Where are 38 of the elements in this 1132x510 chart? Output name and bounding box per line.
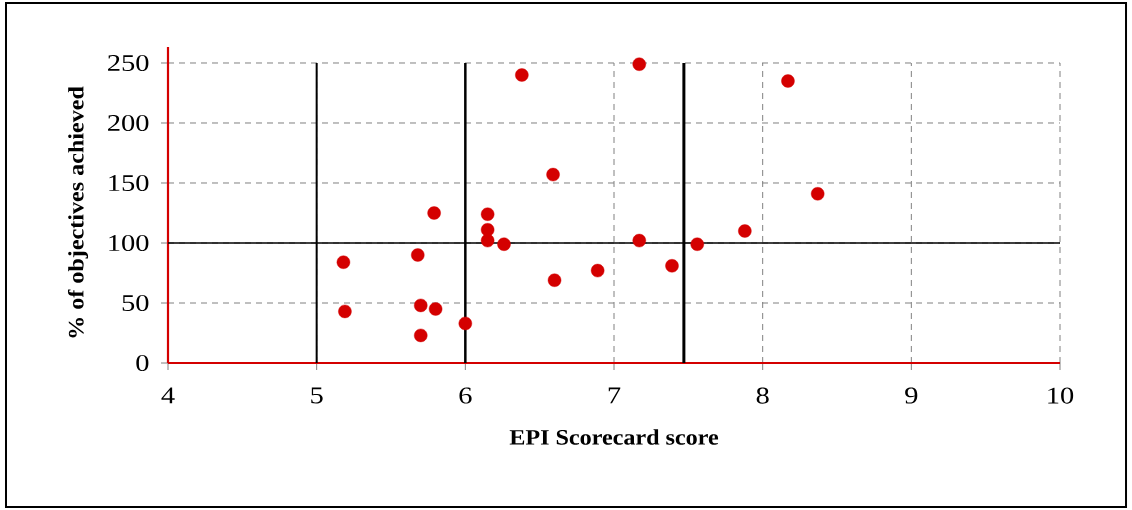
x-tick-label: 9	[905, 387, 918, 404]
point	[411, 248, 425, 262]
y-tick-label: 50	[122, 294, 149, 312]
y-tick-label: 150	[109, 174, 149, 192]
point	[632, 233, 646, 248]
x-tick-label: 8	[756, 387, 769, 404]
y-tick-label: 250	[108, 54, 149, 72]
point	[414, 328, 428, 343]
point	[781, 74, 795, 88]
point	[480, 233, 495, 248]
point	[338, 304, 352, 319]
point	[414, 298, 428, 313]
y-tick-label: 200	[108, 114, 149, 132]
point	[546, 167, 560, 182]
point	[458, 316, 473, 331]
point	[497, 237, 511, 251]
point	[480, 207, 495, 221]
point	[665, 259, 679, 273]
x-tick-label: 4	[161, 387, 175, 404]
point	[632, 57, 646, 71]
x-tick-label: 5	[311, 387, 323, 404]
y-tick-label: 0	[136, 354, 149, 372]
point	[690, 237, 704, 251]
x-tick-label: 6	[459, 387, 472, 404]
x-axis-title: EPI Scorecard score	[509, 429, 719, 445]
point	[336, 255, 351, 269]
point	[427, 206, 441, 220]
point	[810, 187, 825, 201]
point	[738, 224, 752, 238]
point	[515, 68, 529, 82]
x-tick-label: 10	[1048, 387, 1074, 404]
y-axis-title: % of objectives achieved	[67, 86, 89, 338]
point	[547, 273, 562, 287]
x-tick-label: 7	[608, 387, 621, 404]
point	[428, 302, 443, 316]
point	[590, 263, 605, 278]
y-tick-label: 100	[109, 234, 149, 252]
point	[480, 223, 495, 237]
